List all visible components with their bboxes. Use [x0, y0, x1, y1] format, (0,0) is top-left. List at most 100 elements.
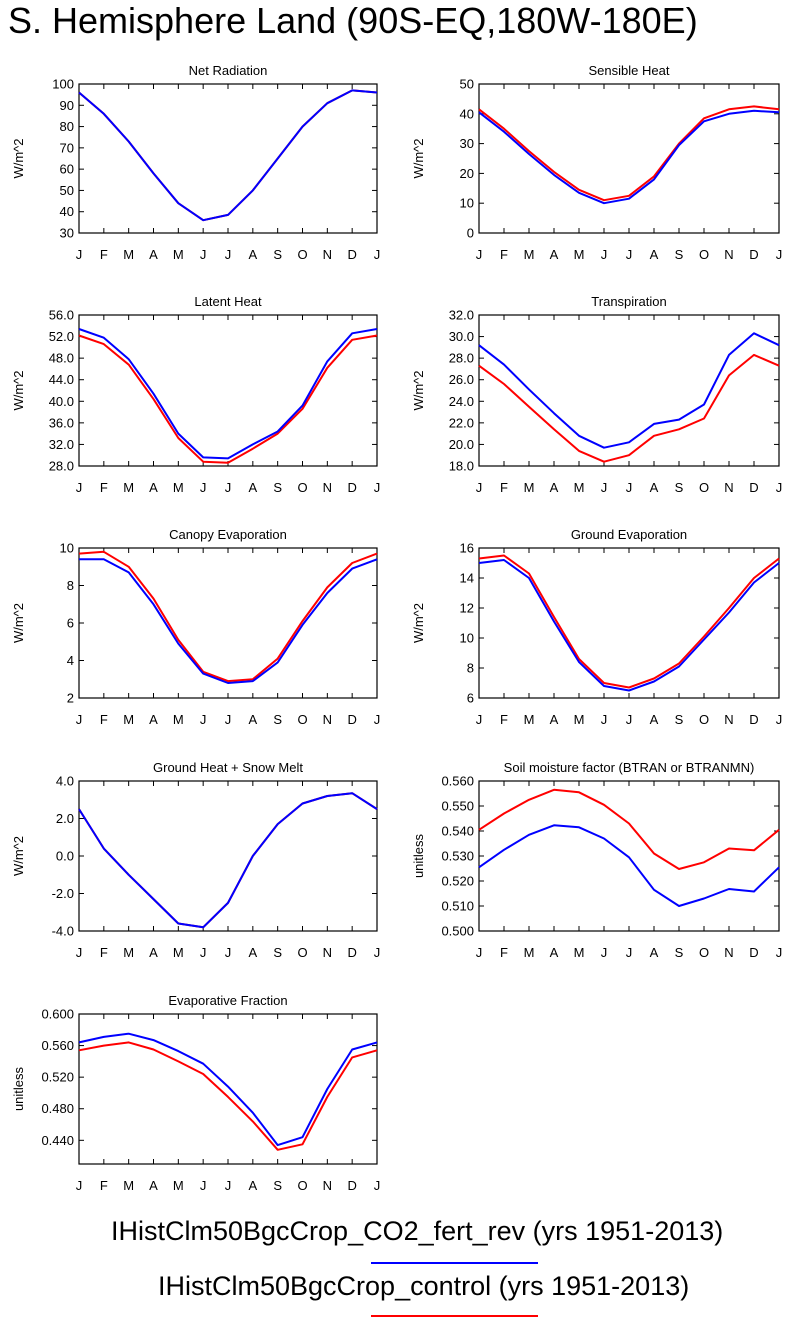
x-tick-label: A — [248, 945, 257, 960]
x-tick-label: S — [273, 247, 282, 262]
chart-panel-4: Transpiration W/m^2 18.0 20.0 22.0 24.0 26.0 28… — [411, 294, 782, 495]
y-tick-label: 8 — [467, 661, 474, 676]
x-tick-label: A — [149, 712, 158, 727]
y-axis-label: unitless — [411, 833, 426, 878]
x-tick-label: M — [123, 480, 134, 495]
series-line-blue — [478, 559, 780, 692]
y-axis-label: W/m^2 — [11, 370, 26, 410]
legend-entry-label: IHistClm50BgcCrop_CO2_fert_rev (yrs 1951… — [111, 1216, 724, 1246]
series-line-red — [478, 105, 780, 202]
x-tick-label: M — [574, 712, 585, 727]
x-tick-label: J — [76, 712, 83, 727]
series-line-red — [478, 353, 780, 463]
y-axis-label: W/m^2 — [411, 603, 426, 643]
x-tick-label: A — [550, 945, 559, 960]
x-tick-label: A — [248, 247, 257, 262]
x-tick-label: J — [200, 712, 207, 727]
chart-title: Ground Heat + Snow Melt — [153, 760, 303, 775]
y-tick-label: 12 — [460, 601, 474, 616]
figure-title: S. Hemisphere Land (90S-EQ,180W-180E) — [8, 0, 698, 41]
plot-frame — [478, 83, 780, 234]
x-tick-label: J — [476, 712, 483, 727]
x-tick-label: M — [524, 480, 535, 495]
y-tick-label: 50 — [60, 183, 74, 198]
y-tick-label: 40 — [60, 204, 74, 219]
x-tick-label: J — [476, 945, 483, 960]
x-tick-label: J — [225, 712, 232, 727]
y-tick-label: 30.0 — [449, 329, 474, 344]
x-tick-label: D — [347, 480, 356, 495]
y-tick-label: 30 — [460, 136, 474, 151]
x-tick-label: S — [675, 712, 684, 727]
x-tick-label: S — [273, 945, 282, 960]
y-tick-label: 0.520 — [41, 1070, 74, 1085]
x-tick-label: O — [699, 247, 709, 262]
y-tick-label: 32.0 — [49, 437, 74, 452]
x-tick-label: A — [550, 712, 559, 727]
x-tick-label: N — [724, 712, 733, 727]
series-line-red — [78, 334, 378, 464]
series-line-blue — [78, 792, 378, 929]
x-tick-label: M — [173, 945, 184, 960]
y-tick-label: 60 — [60, 162, 74, 177]
x-tick-label: A — [550, 480, 559, 495]
chart-title: Soil moisture factor (BTRAN or BTRANMN) — [504, 760, 755, 775]
y-axis-label: W/m^2 — [11, 836, 26, 876]
x-tick-label: O — [297, 945, 307, 960]
y-axis-label: W/m^2 — [411, 138, 426, 178]
legend-entry-label: IHistClm50BgcCrop_control (yrs 1951-2013… — [158, 1271, 690, 1301]
x-tick-label: M — [574, 945, 585, 960]
x-tick-label: D — [749, 945, 758, 960]
x-tick-label: J — [374, 945, 381, 960]
x-tick-label: N — [323, 712, 332, 727]
y-tick-label: 10 — [60, 541, 74, 556]
y-tick-label: 56.0 — [49, 308, 74, 323]
series-line-blue — [79, 558, 378, 684]
x-tick-label: M — [524, 945, 535, 960]
x-tick-label: O — [297, 247, 307, 262]
y-tick-label: 2.0 — [56, 811, 74, 826]
x-tick-label: M — [524, 247, 535, 262]
y-tick-label: 6 — [467, 691, 474, 706]
x-tick-label: F — [500, 247, 508, 262]
plot-frame — [78, 314, 378, 467]
x-tick-label: F — [500, 712, 508, 727]
x-tick-label: A — [650, 480, 659, 495]
x-tick-label: J — [776, 480, 783, 495]
chart-title: Canopy Evaporation — [169, 527, 287, 542]
y-tick-label: 0.520 — [441, 874, 474, 889]
x-tick-label: N — [323, 480, 332, 495]
x-tick-label: M — [123, 1178, 134, 1193]
x-tick-label: S — [675, 945, 684, 960]
y-tick-label: 10 — [460, 631, 474, 646]
x-tick-label: J — [200, 945, 207, 960]
chart-panel-8: Soil moisture factor (BTRAN or BTRANMN) u… — [411, 760, 782, 960]
x-tick-label: J — [476, 480, 483, 495]
x-tick-label: J — [776, 247, 783, 262]
y-tick-label: 36.0 — [49, 415, 74, 430]
y-tick-label: 6 — [67, 616, 74, 631]
x-tick-label: F — [500, 480, 508, 495]
chart-title: Net Radiation — [189, 63, 268, 78]
x-tick-label: J — [601, 247, 608, 262]
y-tick-label: 0.550 — [441, 799, 474, 814]
y-tick-label: 50 — [460, 77, 474, 92]
x-tick-label: J — [476, 247, 483, 262]
x-tick-label: M — [524, 712, 535, 727]
y-tick-label: 18.0 — [449, 459, 474, 474]
y-tick-label: 48.0 — [49, 351, 74, 366]
chart-title: Sensible Heat — [589, 63, 670, 78]
x-tick-label: D — [347, 1178, 356, 1193]
x-tick-label: J — [601, 480, 608, 495]
x-tick-label: M — [173, 712, 184, 727]
y-tick-label: 14 — [460, 571, 474, 586]
series-line-red — [78, 550, 378, 683]
y-tick-label: 4 — [67, 653, 74, 668]
x-tick-label: J — [225, 480, 232, 495]
x-tick-label: D — [749, 712, 758, 727]
x-tick-label: J — [374, 712, 381, 727]
y-tick-label: 20 — [460, 166, 474, 181]
x-tick-label: S — [273, 480, 282, 495]
series-line-blue — [78, 1032, 378, 1147]
